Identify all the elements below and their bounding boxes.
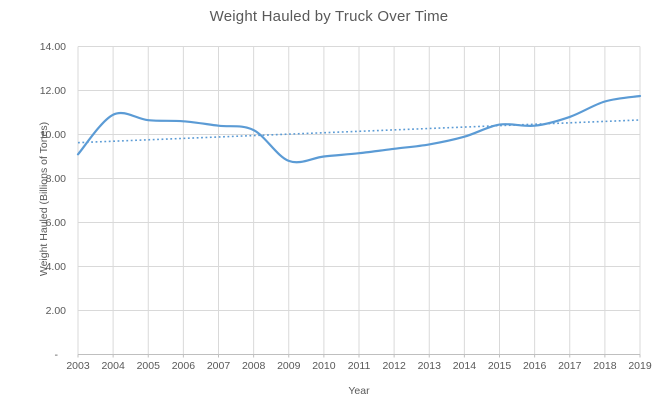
y-tick-label: 14.00 [39,40,66,53]
x-tick-label: 2017 [558,360,582,372]
x-tick-label: 2011 [347,360,371,372]
x-tick-label: 2013 [417,360,441,372]
y-tick-label: - [54,348,59,361]
x-tick-label: 2006 [171,360,196,372]
series-line [76,94,642,164]
x-tick-label: 2015 [487,360,512,372]
y-tick-label: 2.00 [45,304,66,317]
chart-title: Weight Hauled by Truck Over Time [209,8,449,25]
y-tick-label: 6.00 [45,216,66,229]
x-tick-label: 2019 [628,360,652,372]
x-tick-label: 2012 [382,360,406,372]
x-tick-label: 2008 [241,360,266,372]
trendline [77,119,641,144]
x-axis-title: Year [348,385,370,397]
x-tick-label: 2018 [593,360,617,372]
y-tick-label: 10.00 [39,128,66,141]
y-tick-label: 8.00 [45,172,66,185]
x-tick-label: 2016 [522,360,547,372]
y-tick-label: 4.00 [45,260,66,273]
y-tick-label: 12.00 [39,84,66,97]
x-tick-label: 2010 [312,360,336,372]
x-tick-label: 2009 [277,360,301,372]
x-tick-label: 2014 [452,360,477,372]
x-tick-label: 2007 [206,360,231,372]
x-tick-label: 2005 [136,360,160,372]
y-axis-title: Weight Hauled (Billions of Tones) [38,121,50,277]
x-tick-label: 2003 [66,360,90,372]
x-tick-label: 2004 [101,360,125,372]
